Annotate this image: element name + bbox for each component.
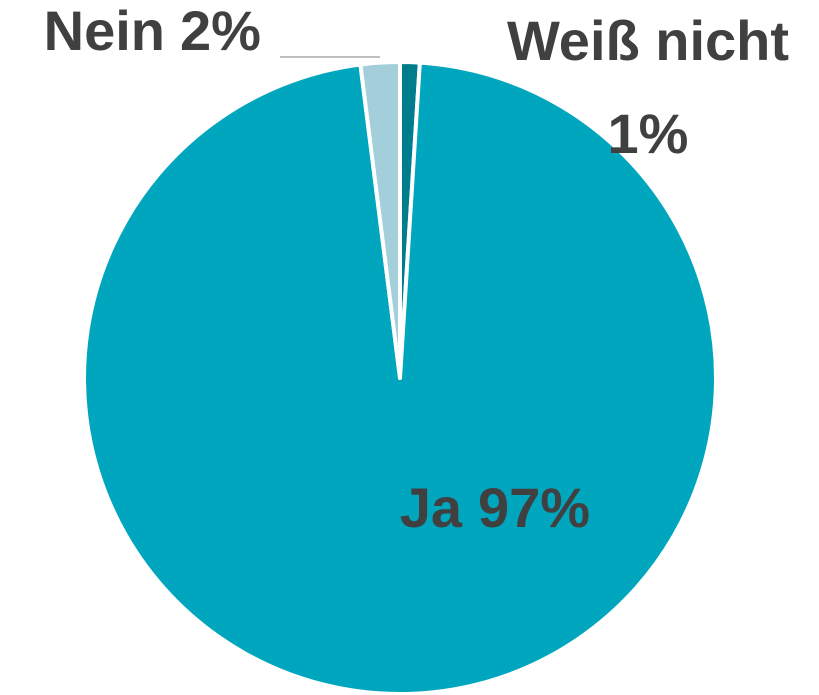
category-label: Nein	[44, 0, 165, 62]
value-label: 1%	[608, 102, 689, 165]
category-label: Ja	[400, 476, 463, 539]
value-label: 2%	[180, 0, 261, 62]
category-label: Weiß nicht	[507, 9, 789, 72]
pie-slice	[358, 60, 402, 380]
value-label: 97%	[478, 476, 590, 539]
